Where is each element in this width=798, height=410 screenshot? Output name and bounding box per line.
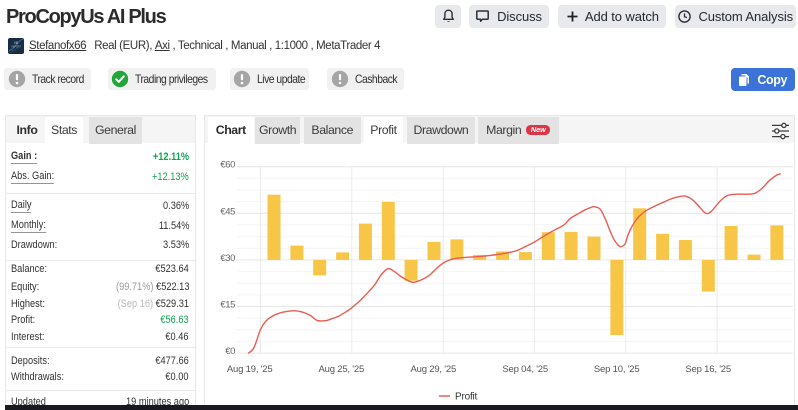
svg-text:Profit: Profit bbox=[455, 391, 478, 402]
svg-text:€30: €30 bbox=[220, 252, 235, 263]
svg-text:Sep 04, '25: Sep 04, '25 bbox=[502, 364, 548, 375]
svg-text:HB: HB bbox=[14, 41, 18, 45]
svg-text:€45: €45 bbox=[220, 206, 235, 217]
svg-text:Sep 10, '25: Sep 10, '25 bbox=[594, 364, 640, 375]
svg-text:REPORT: REPORT bbox=[11, 45, 21, 49]
svg-text:€60: €60 bbox=[220, 159, 235, 170]
svg-text:Aug 19, '25: Aug 19, '25 bbox=[227, 364, 273, 375]
svg-text:Aug 29, '25: Aug 29, '25 bbox=[411, 364, 457, 375]
svg-text:Aug 25, '25: Aug 25, '25 bbox=[319, 364, 365, 375]
svg-text:Sep 16, '25: Sep 16, '25 bbox=[685, 364, 731, 375]
svg-text:€15: €15 bbox=[220, 299, 235, 310]
svg-text:€0: €0 bbox=[225, 346, 235, 357]
